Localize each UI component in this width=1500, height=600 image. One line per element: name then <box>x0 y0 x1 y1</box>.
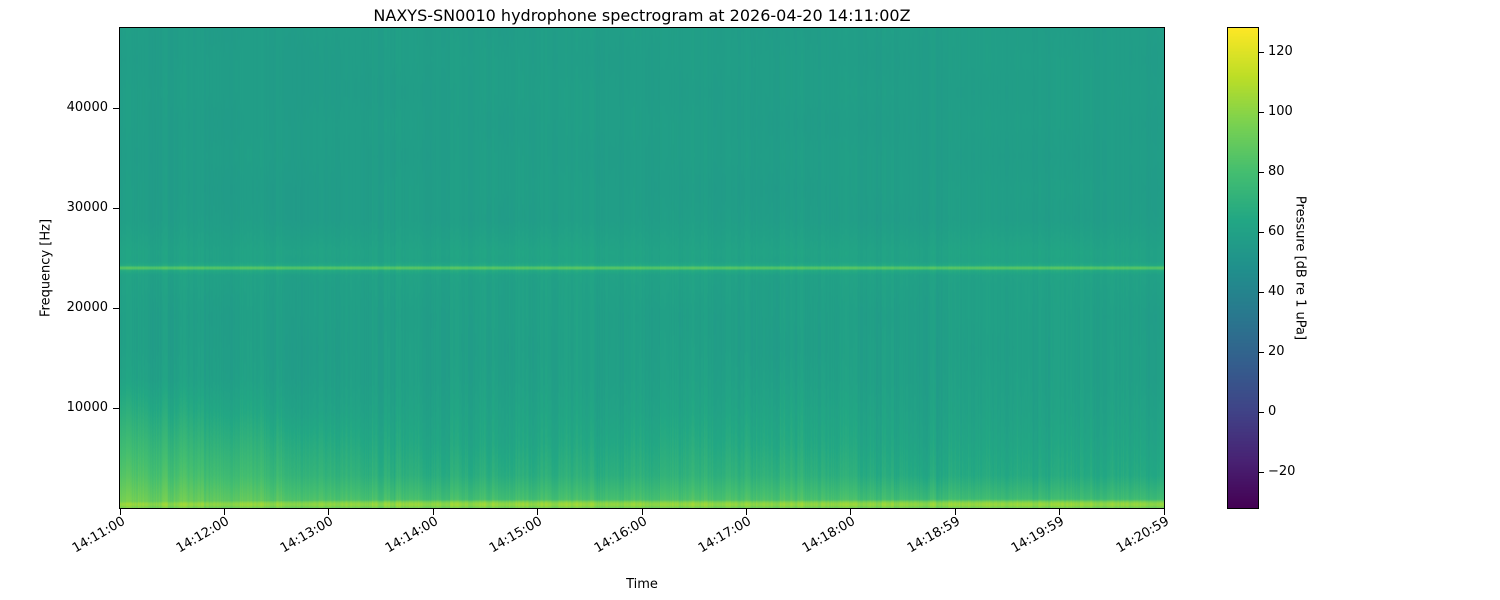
x-tick-mark <box>745 509 747 515</box>
x-tick-mark <box>954 509 956 515</box>
y-tick-mark <box>113 207 119 209</box>
y-tick-mark <box>113 407 119 409</box>
x-tick-mark <box>537 509 539 515</box>
colorbar-tick-mark <box>1259 171 1264 173</box>
x-tick-label: 14:16:00 <box>591 514 650 557</box>
colorbar-tick-mark <box>1259 291 1264 293</box>
colorbar-tick-label: −20 <box>1268 464 1296 479</box>
colorbar <box>1227 27 1259 509</box>
x-tick-label: 14:18:00 <box>800 514 859 557</box>
x-tick-mark <box>1163 509 1165 515</box>
x-tick-label: 14:20:59 <box>1113 514 1172 557</box>
x-tick-mark <box>328 509 330 515</box>
y-tick-mark <box>113 107 119 109</box>
x-tick-label: 14:12:00 <box>173 514 232 557</box>
y-tick-label: 40000 <box>66 100 108 115</box>
x-tick-mark <box>1059 509 1061 515</box>
x-tick-label: 14:19:59 <box>1009 514 1068 557</box>
colorbar-tick-label: 80 <box>1268 164 1285 179</box>
chart-title: NAXYS-SN0010 hydrophone spectrogram at 2… <box>373 6 911 25</box>
x-tick-mark <box>223 509 225 515</box>
x-axis-label: Time <box>626 577 658 592</box>
colorbar-tick-mark <box>1259 351 1264 353</box>
x-tick-label: 14:15:00 <box>487 514 546 557</box>
x-tick-label: 14:11:00 <box>69 514 128 557</box>
colorbar-tick-label: 40 <box>1268 284 1285 299</box>
y-tick-label: 30000 <box>66 200 108 215</box>
x-tick-mark <box>119 509 121 515</box>
colorbar-tick-label: 60 <box>1268 224 1285 239</box>
x-tick-mark <box>850 509 852 515</box>
colorbar-tick-mark <box>1259 51 1264 53</box>
colorbar-tick-label: 100 <box>1268 104 1293 119</box>
x-tick-label: 14:17:00 <box>695 514 754 557</box>
colorbar-tick-label: 120 <box>1268 44 1293 59</box>
x-tick-mark <box>641 509 643 515</box>
colorbar-tick-mark <box>1259 411 1264 413</box>
x-tick-label: 14:18:59 <box>904 514 963 557</box>
spectrogram-heatmap <box>119 27 1165 509</box>
y-tick-mark <box>113 307 119 309</box>
colorbar-tick-mark <box>1259 231 1264 233</box>
colorbar-tick-mark <box>1259 111 1264 113</box>
y-tick-label: 10000 <box>66 400 108 415</box>
colorbar-tick-mark <box>1259 471 1264 473</box>
colorbar-tick-label: 20 <box>1268 344 1285 359</box>
x-tick-label: 14:13:00 <box>278 514 337 557</box>
x-tick-label: 14:14:00 <box>382 514 441 557</box>
colorbar-label: Pressure [dB re 1 uPa] <box>1292 195 1308 341</box>
colorbar-tick-label: 0 <box>1268 404 1277 419</box>
x-tick-mark <box>432 509 434 515</box>
y-tick-label: 20000 <box>66 300 108 315</box>
